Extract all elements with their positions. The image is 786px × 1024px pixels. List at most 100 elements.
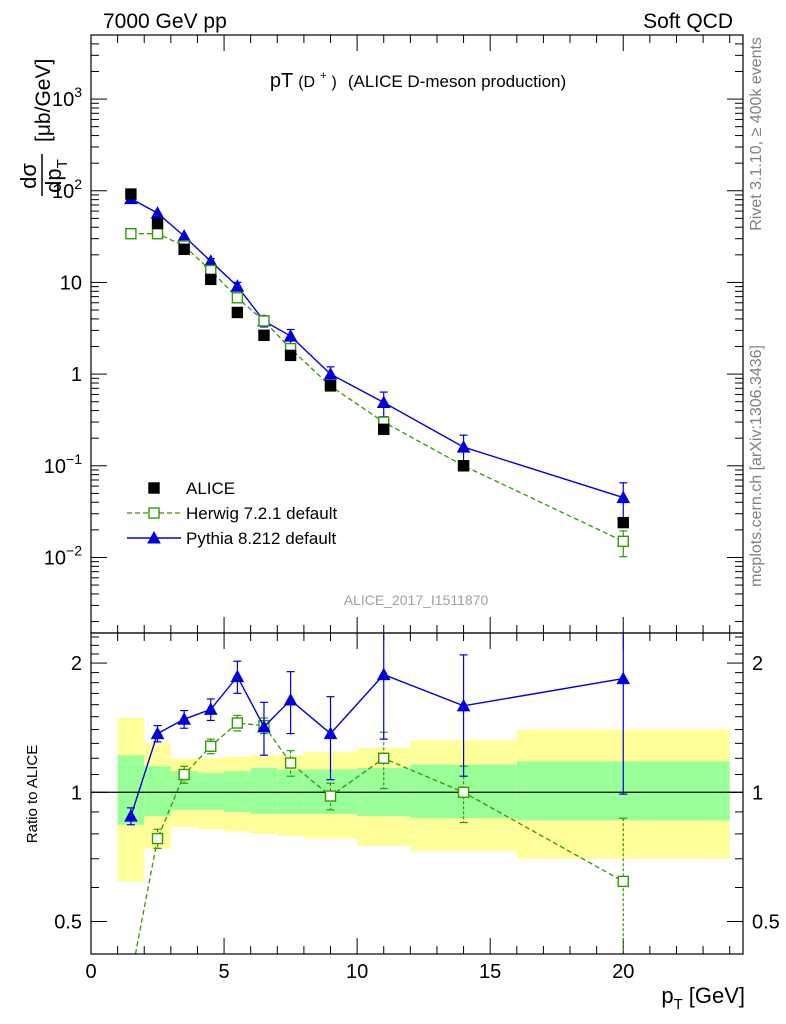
pythia-ratio-point (150, 726, 165, 740)
pythia-ratio-point (376, 667, 391, 681)
legend-label: Pythia 8.212 default (186, 529, 337, 548)
top-y-tick-label: 10−1 (44, 451, 82, 478)
alice-point (205, 273, 217, 286)
ratio-y-tick-label: 0.5 (54, 911, 82, 933)
top-y-tick-exp: −1 (66, 451, 82, 467)
alice-point (178, 243, 190, 255)
top-y-tick-base: 10 (52, 181, 74, 203)
alice-point (258, 329, 270, 342)
pythia-ratio-point (124, 809, 138, 822)
top-ylabel-num: dσ (16, 163, 41, 189)
pythia-point (230, 279, 245, 292)
top-y-tick-label: 10 (60, 272, 82, 294)
herwig-ratio-point (378, 752, 390, 764)
pythia-point (376, 395, 391, 409)
x-axis-label: pT [GeV] (661, 983, 745, 1013)
ratio-ylabel: Ratio to ALICE (24, 745, 41, 843)
ratio-y-tick-label: 2 (71, 653, 82, 675)
herwig-ratio-point (617, 875, 629, 888)
herwig-ratio-point (178, 768, 190, 781)
top-ylabel-den-main: dp (41, 168, 66, 192)
herwig-ratio-point (457, 786, 470, 798)
chart-title-sup: + (320, 70, 326, 82)
chart-title-sub: (D (298, 74, 315, 91)
pythia-point (150, 206, 165, 219)
top-y-tick-base: 10 (52, 89, 74, 111)
legend-herwig-marker (148, 507, 160, 519)
herwig-ratio-point (205, 740, 217, 752)
top-y-tick-exp: 2 (74, 176, 82, 192)
top-y-tick-base: 10 (60, 272, 82, 294)
band-inner-bin (144, 766, 171, 817)
herwig-ratio-point (126, 973, 136, 983)
chart-title-rest: (ALICE D-meson production) (348, 72, 566, 91)
pythia-point (456, 440, 471, 453)
top-y-tick-base: 10 (44, 547, 66, 569)
herwig-ratio-point (284, 757, 297, 769)
herwig-point (258, 315, 270, 327)
chart-title-main: pT (270, 70, 293, 92)
x-tick-label: 20 (612, 961, 634, 983)
x-axis-label-sub: T (674, 996, 683, 1013)
top-ylabel-den-sub: T (54, 159, 71, 168)
header-process-label: Soft QCD (643, 10, 733, 33)
pythia-ratio-point (616, 671, 631, 685)
legend-label: Herwig 7.2.1 default (186, 504, 337, 523)
band-inner-bin (250, 767, 278, 815)
ratio-panel-series (124, 633, 631, 983)
top-y-tick-label: 1 (71, 364, 82, 386)
alice-point (457, 460, 470, 472)
pythia-ratio-point (283, 693, 298, 706)
alice-point (617, 516, 629, 529)
pythia-ratio-point (177, 712, 191, 725)
header-energy-label: 7000 GeV pp (103, 10, 227, 33)
side-rivet-label: Rivet 3.1.10, ≥ 400k events (748, 37, 765, 231)
herwig-point (231, 292, 244, 304)
x-tick-label: 10 (346, 961, 368, 983)
legend-alice-marker (148, 482, 160, 494)
x-axis-label-main: p (661, 983, 673, 1008)
x-axis-label-unit: [GeV] (689, 983, 745, 1008)
pythia-ratio-point (323, 726, 338, 740)
band-inner-bin (197, 772, 225, 810)
alice-point (324, 379, 337, 392)
herwig-ratio-point (151, 832, 164, 845)
top-y-tick-exp: −2 (66, 542, 82, 558)
herwig-point (617, 535, 629, 548)
alice-point (231, 306, 244, 319)
herwig-ratio-point (231, 717, 244, 729)
x-tick-label: 0 (85, 961, 96, 983)
ratio-y-tick-label-right: 1 (752, 782, 763, 804)
pythia-ratio-point (203, 702, 218, 715)
ratio-panel-frame (90, 632, 744, 955)
chart-title-close: ) (332, 74, 337, 91)
top-y-tick-label: 10−2 (44, 542, 82, 569)
pythia-ratio-point (257, 719, 271, 733)
pythia-point (283, 329, 298, 342)
alice-point (125, 188, 137, 200)
top-y-tick-label: 103 (52, 84, 82, 111)
pythia-point (323, 367, 338, 380)
top-y-tick-exp: 3 (74, 84, 82, 100)
herwig-ratio-line (134, 722, 624, 954)
side-mcplots-label: mcplots.cern.ch [arXiv:1306.3436] (748, 345, 765, 587)
top-y-tick-label: 102 (52, 176, 82, 203)
x-tick-label: 15 (479, 961, 501, 983)
legend: ALICE Herwig 7.2.1 default Pythia 8.212 de… (127, 479, 337, 548)
top-y-tick-base: 10 (44, 456, 66, 478)
uncertainty-bands (91, 717, 743, 882)
top-ylabel: dσ dpT [μb/GeV] (16, 59, 71, 196)
herwig-line (130, 233, 624, 542)
alice-point (151, 217, 164, 230)
top-y-tick-base: 1 (71, 364, 82, 386)
pythia-line (130, 198, 624, 499)
top-panel-series (124, 188, 631, 558)
pythia-ratio-point (230, 669, 245, 683)
ratio-y-tick-label-right: 0.5 (752, 911, 780, 933)
axis-ticks (90, 34, 743, 954)
top-ylabel-unit: [μb/GeV] (32, 59, 55, 142)
top-ylabel-den: dpT (41, 159, 71, 193)
ratio-y-tick-label-right: 2 (752, 653, 763, 675)
